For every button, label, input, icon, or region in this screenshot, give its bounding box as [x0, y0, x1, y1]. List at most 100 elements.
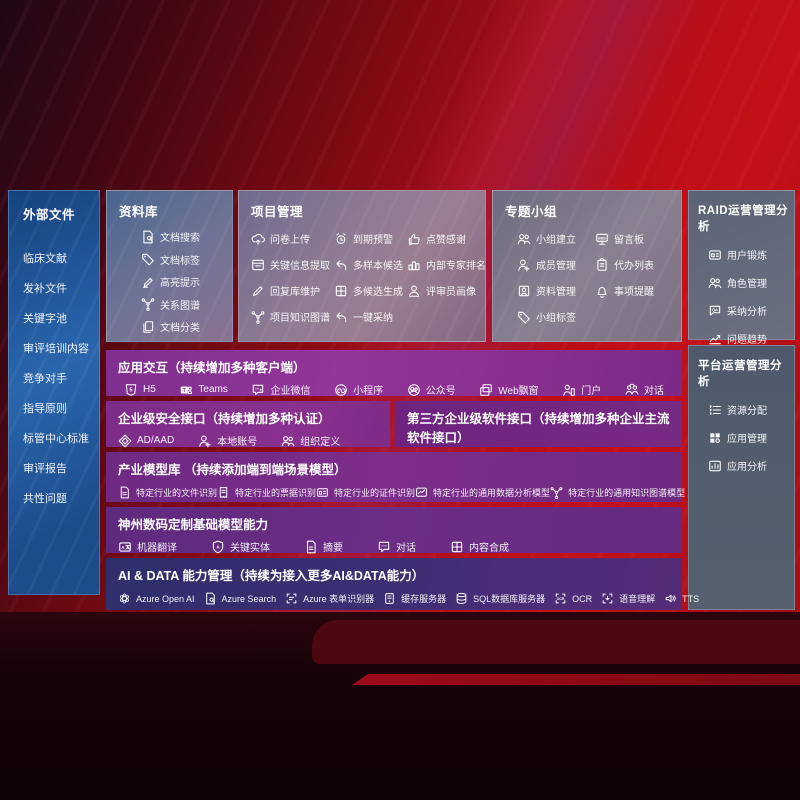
official-account-icon: [407, 383, 421, 397]
feature-label: 语音理解: [619, 594, 656, 604]
feature-item[interactable]: 关键实体: [211, 539, 270, 554]
feature-item[interactable]: SQL数据库服务器: [455, 592, 545, 605]
external-file-item[interactable]: 关键字池: [23, 310, 93, 326]
external-file-item[interactable]: 审评报告: [23, 460, 93, 476]
external-file-item[interactable]: 共性问题: [23, 490, 93, 506]
feature-item[interactable]: 门户: [562, 382, 601, 397]
document-search-icon: [141, 230, 155, 244]
org-define-icon: [281, 434, 295, 448]
feature-item[interactable]: 文档搜索: [141, 229, 224, 244]
feature-item[interactable]: 摘要: [304, 539, 343, 554]
feature-item[interactable]: 一键采纳: [334, 309, 403, 324]
feature-label: 特定行业的票据识别: [235, 488, 317, 498]
feature-item[interactable]: H5: [124, 383, 156, 397]
monitor-stand: [312, 620, 800, 664]
feature-item[interactable]: 问卷上传: [251, 231, 330, 246]
base-models-row: 神州数码定制基础模型能力 机器翻译 关键实体 摘要 对话 内容合成: [106, 507, 682, 554]
platform-analysis-list: 资源分配 应用管理 应用分析: [698, 402, 790, 473]
feature-label: 机器翻译: [137, 543, 177, 554]
feature-item[interactable]: 语音理解: [601, 592, 655, 605]
external-file-label: 临床文献: [23, 253, 67, 265]
feature-item[interactable]: 文档标签: [141, 252, 224, 267]
feature-item[interactable]: 应用分析: [708, 458, 790, 473]
feature-item[interactable]: 文档分类: [141, 319, 224, 334]
ai-data-capability-list: Azure Open AI Azure Search Azure 表单识别器 缓…: [118, 592, 699, 605]
feature-item[interactable]: 特定行业的文件识别: [118, 486, 217, 499]
feature-item[interactable]: 关系图谱: [141, 297, 224, 312]
external-file-item[interactable]: 标管中心标准: [23, 430, 93, 446]
feature-item[interactable]: 回复库维护: [251, 283, 330, 298]
cert-card-icon: [316, 486, 329, 499]
feature-item[interactable]: 事项提醒: [595, 283, 673, 298]
feature-item[interactable]: Azure 表单识别器: [285, 592, 374, 605]
compose-grid-icon: [450, 540, 464, 554]
feature-item[interactable]: 特定行业的通用知识图谱模型: [550, 486, 685, 499]
feature-item[interactable]: 资料管理: [517, 283, 595, 298]
feature-item[interactable]: 特定行业的票据识别: [217, 486, 316, 499]
feature-item[interactable]: 组织定义: [281, 433, 340, 448]
feature-item[interactable]: 多样本候选: [334, 257, 403, 272]
feature-label: 采纳分析: [727, 307, 767, 318]
feature-item[interactable]: TTS: [664, 592, 699, 605]
feature-item[interactable]: Azure Search: [204, 592, 276, 605]
external-file-item[interactable]: 审评培训内容: [23, 340, 93, 356]
platform-analysis-title: 平台运营管理分析: [698, 360, 782, 388]
feature-item[interactable]: 到期预警: [334, 231, 403, 246]
feature-item[interactable]: 用户锻炼: [708, 247, 790, 262]
feature-label: 本地账号: [217, 437, 258, 448]
feature-item[interactable]: 项目知识图谱: [251, 309, 330, 324]
base-models-list: 机器翻译 关键实体 摘要 对话 内容合成: [118, 539, 670, 554]
feature-item[interactable]: 小程序: [334, 382, 383, 397]
external-file-item[interactable]: 临床文献: [23, 250, 93, 266]
feature-item[interactable]: Teams: [179, 383, 228, 397]
third-party-interface-title: 第三方企业级软件接口（持续增加多种企业主流软件接口）: [407, 412, 670, 445]
external-file-item[interactable]: 指导原则: [23, 400, 93, 416]
feature-item[interactable]: Web飘窗: [479, 382, 539, 397]
feature-item[interactable]: 点赞感谢: [407, 231, 486, 246]
feature-label: 用户锻炼: [727, 251, 767, 262]
base-models-title: 神州数码定制基础模型能力: [118, 518, 269, 532]
external-file-item[interactable]: 竞争对手: [23, 370, 93, 386]
feature-item[interactable]: 成员管理: [517, 257, 595, 272]
feature-item[interactable]: 对话: [377, 539, 416, 554]
feature-item[interactable]: 内容合成: [450, 539, 509, 554]
feature-item[interactable]: 代办列表: [595, 257, 673, 272]
local-account-icon: [198, 434, 212, 448]
feature-item[interactable]: 企业微信: [251, 382, 310, 397]
feature-item[interactable]: 特定行业的证件识别: [316, 486, 415, 499]
topic-groups-list: 小组建立 留言板 成员管理 代办列表 资料管理 事项提醒 小组标签: [505, 231, 673, 324]
feature-label: 关键信息提取: [270, 261, 330, 272]
feature-item[interactable]: Azure Open AI: [118, 592, 195, 605]
feature-item[interactable]: 机器翻译: [118, 539, 177, 554]
feature-item[interactable]: 对话: [625, 382, 664, 397]
alarm-icon: [334, 232, 348, 246]
feature-item[interactable]: OCR: [554, 592, 592, 605]
app-grid-icon: [708, 431, 722, 445]
feature-item[interactable]: 小组建立: [517, 231, 595, 246]
feature-item[interactable]: 采纳分析: [708, 303, 790, 318]
feature-item[interactable]: 公众号: [407, 382, 456, 397]
feature-item[interactable]: 关键信息提取: [251, 257, 330, 272]
feature-item[interactable]: 小组标签: [517, 309, 595, 324]
feature-label: 项目知识图谱: [270, 313, 330, 324]
feature-item[interactable]: AD/AAD: [118, 434, 174, 448]
feature-label: 对话: [643, 386, 664, 397]
feature-item[interactable]: 内部专家排名: [407, 257, 486, 272]
feature-item[interactable]: 资源分配: [708, 402, 790, 417]
form-recognizer-icon: [285, 592, 298, 605]
feature-item[interactable]: 角色管理: [708, 275, 790, 290]
knowledge-graph-icon: [550, 486, 563, 499]
external-file-label: 竞争对手: [23, 373, 67, 385]
external-file-item[interactable]: 发补文件: [23, 280, 93, 296]
feature-item[interactable]: 本地账号: [198, 433, 257, 448]
feature-item[interactable]: 高亮提示: [141, 274, 224, 289]
feature-item[interactable]: 特定行业的通用数据分析模型: [415, 486, 550, 499]
feature-label: 代办列表: [614, 261, 654, 272]
feature-item[interactable]: 评审员画像: [407, 283, 486, 298]
feature-item[interactable]: 留言板: [595, 231, 673, 246]
feature-item[interactable]: 问题趋势: [708, 331, 790, 346]
feature-item[interactable]: 多候选生成: [334, 283, 403, 298]
feature-item[interactable]: 缓存服务器: [383, 592, 446, 605]
feature-item[interactable]: 应用管理: [708, 430, 790, 445]
tts-icon: [664, 592, 677, 605]
